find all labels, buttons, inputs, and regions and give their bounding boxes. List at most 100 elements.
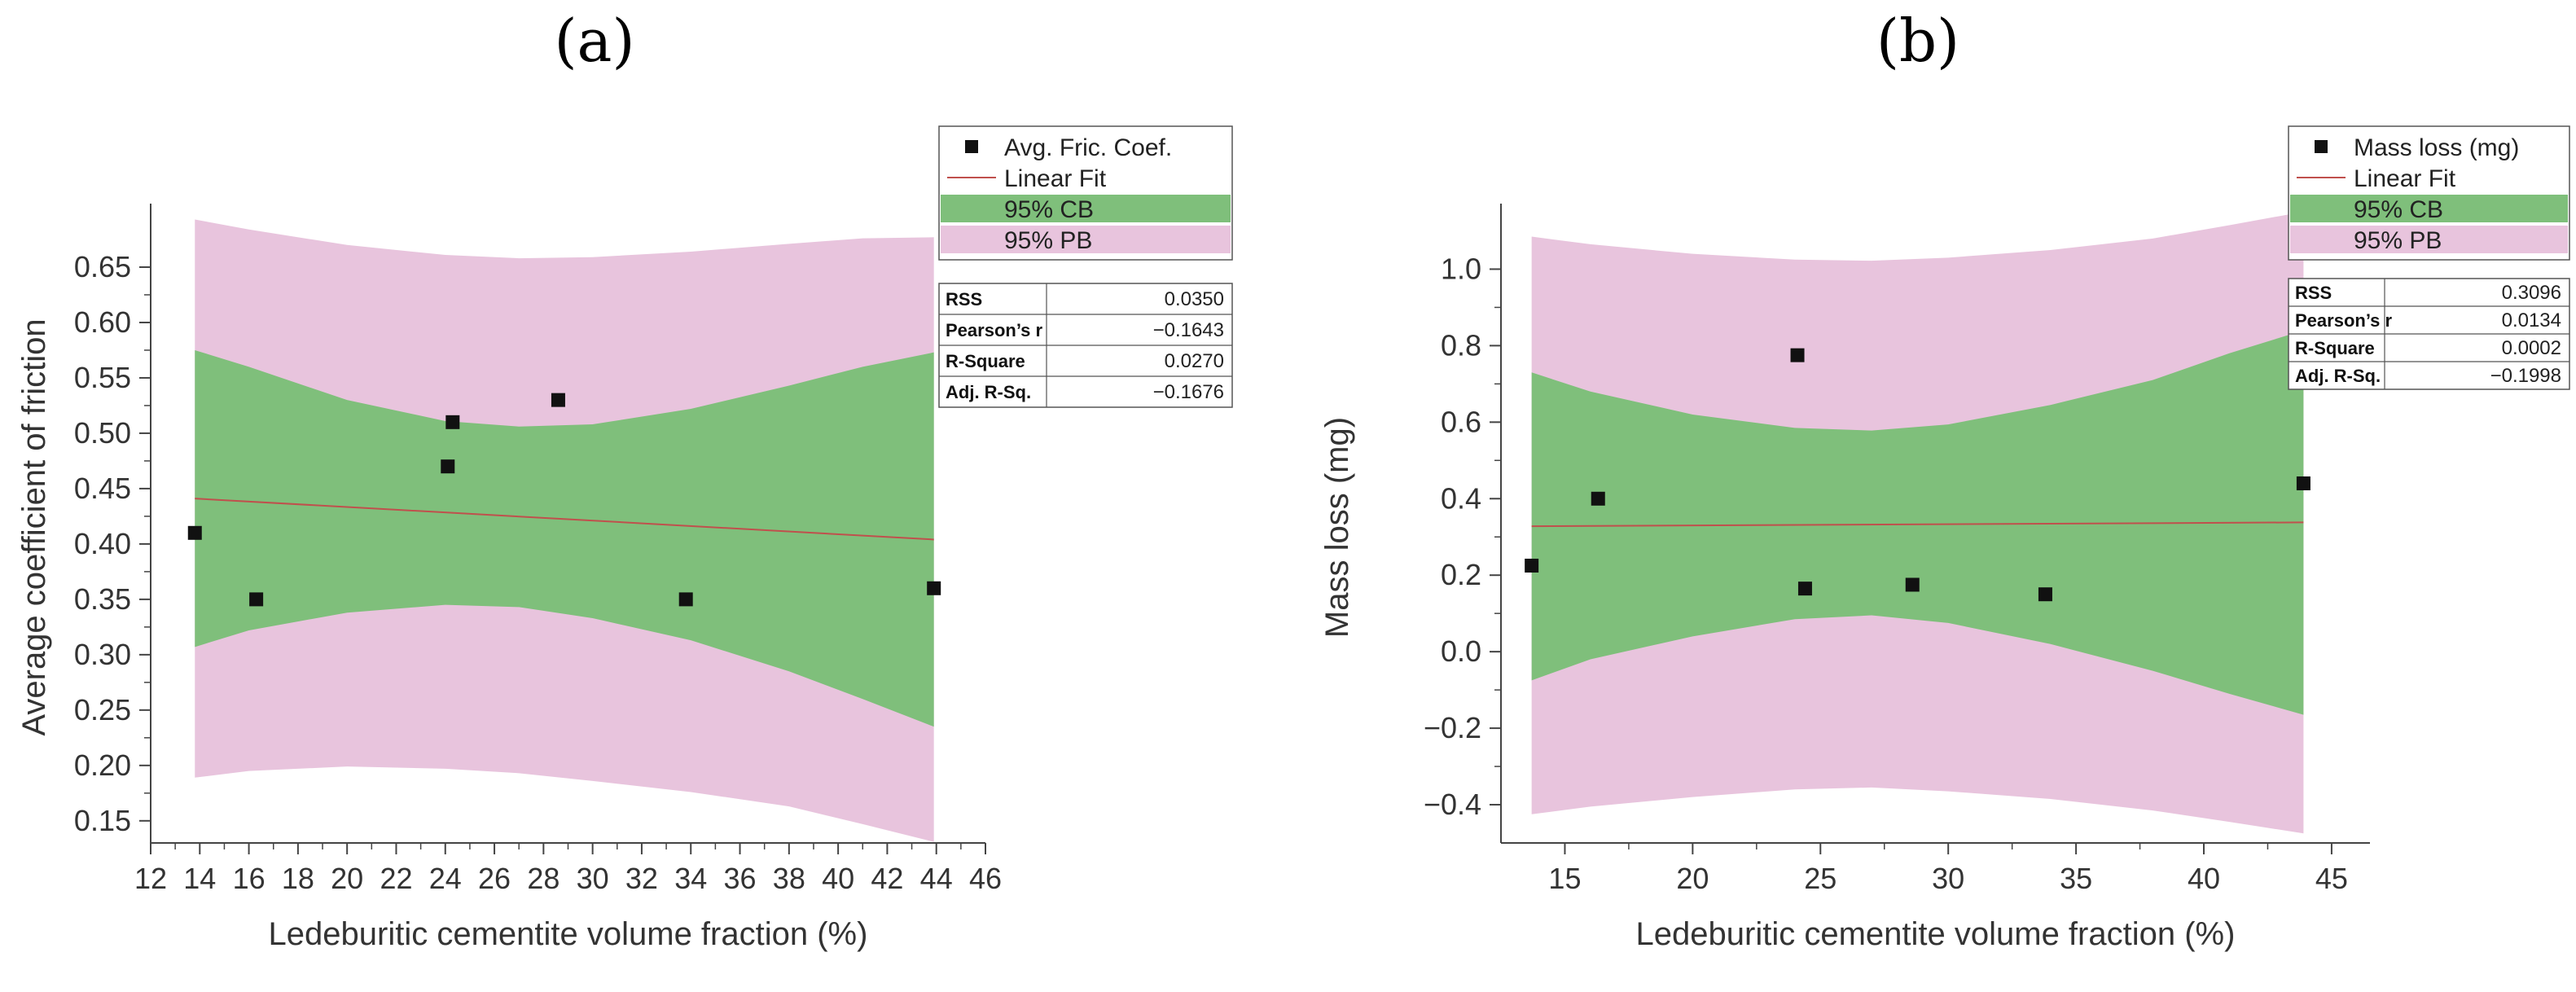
data-point bbox=[927, 581, 941, 595]
stats-label: Pearson’s r bbox=[2295, 310, 2392, 331]
linear-fit-line bbox=[1531, 521, 2304, 528]
y-tick-label: 0.55 bbox=[74, 361, 131, 394]
x-tick-label: 42 bbox=[871, 862, 903, 895]
x-tick-label: 20 bbox=[1676, 862, 1709, 895]
data-point bbox=[1525, 558, 1539, 573]
x-tick-label: 14 bbox=[183, 862, 216, 895]
x-tick-label: 32 bbox=[625, 862, 658, 895]
legend-pb-swatch bbox=[2290, 226, 2568, 253]
x-tick-label: 45 bbox=[2315, 862, 2348, 895]
y-tick-label: 0.20 bbox=[74, 748, 131, 782]
legend-label: 95% PB bbox=[2354, 227, 2442, 254]
confidence-band bbox=[195, 349, 934, 727]
data-point bbox=[1797, 582, 1812, 596]
stats-label: R-Square bbox=[2295, 338, 2375, 358]
x-tick-label: 18 bbox=[282, 862, 314, 895]
stats-value: −0.1676 bbox=[1153, 381, 1224, 403]
x-tick-label: 26 bbox=[478, 862, 511, 895]
x-tick-label: 35 bbox=[2060, 862, 2092, 895]
data-point bbox=[187, 525, 202, 540]
x-tick-label: 36 bbox=[724, 862, 757, 895]
y-tick-label: 0.6 bbox=[1441, 405, 1481, 438]
x-tick-label: 16 bbox=[233, 862, 265, 895]
stats-value: 0.0350 bbox=[1165, 288, 1224, 310]
y-tick-label: 0.40 bbox=[74, 527, 131, 560]
chart-panel-a: (a) 12 14 16 18 20 22 24 26 28 30 32 34 36 38 40 42 44 46 0… bbox=[16, 7, 1233, 952]
x-tick-label: 30 bbox=[577, 862, 609, 895]
x-tick-label: 24 bbox=[429, 862, 462, 895]
y-tick-label: 0.60 bbox=[74, 305, 131, 339]
y-tick-label: −0.4 bbox=[1424, 788, 1481, 821]
x-tick-label: 44 bbox=[920, 862, 953, 895]
stats-value: 0.3096 bbox=[2502, 282, 2561, 304]
x-axis-title: Ledeburitic cementite volume fraction (%… bbox=[1636, 916, 2236, 952]
stats-label: RSS bbox=[946, 289, 982, 309]
x-tick-label: 30 bbox=[1932, 862, 1964, 895]
legend-marker-icon bbox=[965, 140, 978, 153]
y-tick-label: −0.2 bbox=[1424, 711, 1481, 744]
y-tick-label: 0.8 bbox=[1441, 328, 1481, 362]
stats-label: R-Square bbox=[946, 351, 1025, 371]
panel-label: (a) bbox=[554, 7, 634, 75]
y-tick-label: 0.45 bbox=[74, 472, 131, 505]
legend-marker-icon bbox=[2315, 140, 2328, 153]
y-tick-label: 0.2 bbox=[1441, 558, 1481, 591]
x-tick-label: 34 bbox=[674, 862, 707, 895]
data-point bbox=[249, 592, 264, 607]
x-tick-label: 25 bbox=[1804, 862, 1837, 895]
legend-label: 95% PB bbox=[1004, 227, 1092, 254]
chart-panel-b: (b) 15 20 25 30 35 40 45 −0.4 −0.2 0.0 0.2 0.4 0.6 0.8… bbox=[1319, 7, 2570, 952]
legend-label: 95% CB bbox=[1004, 196, 1094, 223]
x-tick-label: 40 bbox=[822, 862, 854, 895]
legend-cb-swatch bbox=[2290, 195, 2568, 222]
y-tick-label: 0.0 bbox=[1441, 634, 1481, 668]
y-tick-label: 0.35 bbox=[74, 582, 131, 616]
x-tick-label: 40 bbox=[2188, 862, 2220, 895]
x-tick-label: 28 bbox=[527, 862, 560, 895]
data-point bbox=[441, 459, 455, 474]
data-point bbox=[1905, 577, 1920, 592]
data-point bbox=[2038, 587, 2052, 602]
stats-value: 0.0270 bbox=[1165, 350, 1224, 372]
y-tick-label: 1.0 bbox=[1441, 252, 1481, 285]
legend-cb-swatch bbox=[941, 195, 1231, 222]
stats-value: −0.1998 bbox=[2490, 365, 2561, 387]
data-point bbox=[551, 393, 565, 407]
legend-label: 95% CB bbox=[2354, 196, 2443, 223]
y-tick-label: 0.65 bbox=[74, 250, 131, 283]
confidence-band bbox=[1531, 330, 2304, 715]
stats-value: 0.0002 bbox=[2502, 337, 2561, 359]
stats-label: Adj. R-Sq. bbox=[2295, 366, 2381, 386]
data-point bbox=[445, 415, 460, 429]
y-tick-label: 0.50 bbox=[74, 416, 131, 450]
x-tick-label: 38 bbox=[773, 862, 805, 895]
legend-label: Avg. Fric. Coef. bbox=[1004, 134, 1172, 161]
x-tick-label: 20 bbox=[331, 862, 363, 895]
x-tick-label: 12 bbox=[134, 862, 167, 895]
legend-label: Mass loss (mg) bbox=[2354, 134, 2519, 161]
y-tick-label: 0.25 bbox=[74, 693, 131, 726]
y-tick-label: 0.30 bbox=[74, 638, 131, 671]
legend-label: Linear Fit bbox=[2354, 165, 2456, 192]
stats-label: Pearson’s r bbox=[946, 320, 1042, 340]
linear-fit-line bbox=[195, 498, 934, 541]
stats-label: RSS bbox=[2295, 283, 2332, 303]
legend-label: Linear Fit bbox=[1004, 165, 1107, 192]
y-axis-title: Average coefficient of friction bbox=[16, 318, 52, 735]
data-point bbox=[678, 592, 693, 607]
stats-label: Adj. R-Sq. bbox=[946, 382, 1031, 402]
stats-value: −0.1643 bbox=[1153, 319, 1224, 341]
y-tick-label: 0.4 bbox=[1441, 481, 1481, 515]
data-point bbox=[1591, 491, 1605, 506]
x-tick-label: 22 bbox=[380, 862, 412, 895]
y-axis-title: Mass loss (mg) bbox=[1319, 417, 1355, 638]
x-tick-label: 15 bbox=[1548, 862, 1581, 895]
legend-pb-swatch bbox=[941, 226, 1231, 253]
y-tick-label: 0.15 bbox=[74, 804, 131, 837]
data-point bbox=[2296, 476, 2311, 490]
stats-value: 0.0134 bbox=[2502, 309, 2561, 331]
data-point bbox=[1790, 348, 1805, 362]
panel-label: (b) bbox=[1876, 7, 1959, 75]
x-tick-label: 46 bbox=[969, 862, 1002, 895]
